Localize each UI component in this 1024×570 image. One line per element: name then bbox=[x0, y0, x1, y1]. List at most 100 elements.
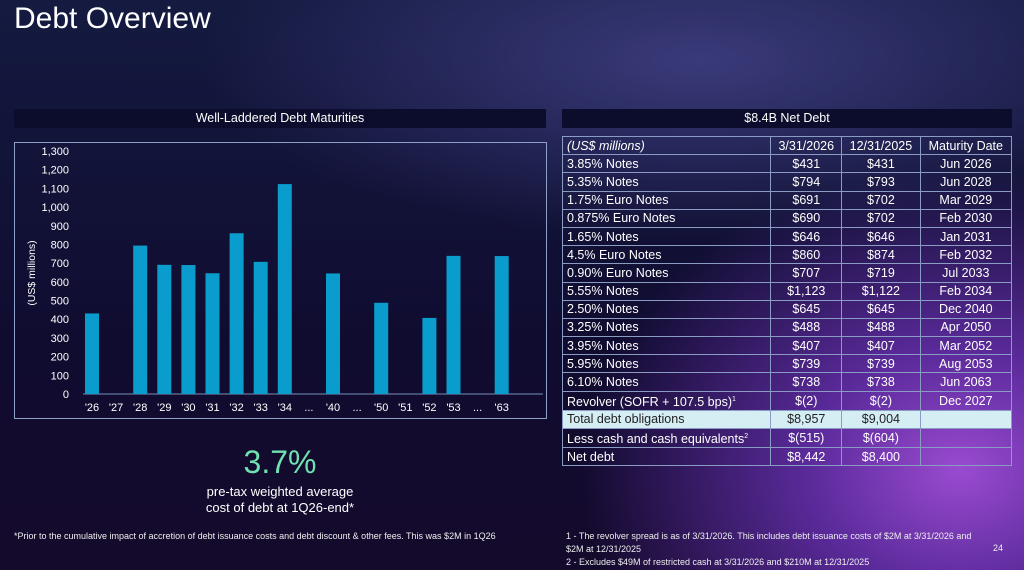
footnote-1: 1 - The revolver spread is as of 3/31/20… bbox=[566, 531, 972, 554]
table-row: 0.875% Euro Notes $690 $702 Feb 2030 bbox=[561, 208, 1013, 228]
maturity-date: Jan 2031 bbox=[919, 226, 1013, 247]
maturity-date: Feb 2032 bbox=[919, 245, 1013, 265]
maturity-date: Jul 2033 bbox=[919, 263, 1013, 283]
value-12-31-2025: $407 bbox=[841, 336, 921, 356]
table-row: 2.50% Notes $645 $645 Dec 2040 bbox=[561, 299, 1013, 319]
x-tick-label: '34 bbox=[278, 402, 292, 414]
maturity-date: Feb 2034 bbox=[919, 281, 1013, 301]
row-label: 4.5% Euro Notes bbox=[561, 245, 772, 265]
maturity-date bbox=[919, 447, 1013, 467]
row-label: Total debt obligations bbox=[561, 409, 772, 429]
value-12-31-2025: $702 bbox=[841, 208, 921, 228]
value-3-31-2026: $707 bbox=[770, 263, 843, 283]
table-header: $8.4B Net Debt bbox=[562, 109, 1012, 128]
table-row: 3.85% Notes $431 $431 Jun 2026 bbox=[561, 154, 1013, 174]
value-3-31-2026: $431 bbox=[770, 154, 843, 174]
row-label: 3.85% Notes bbox=[561, 154, 772, 174]
row-label: Less cash and cash equivalents2 bbox=[561, 427, 772, 449]
value-12-31-2025: $793 bbox=[841, 172, 921, 192]
row-label: 1.75% Euro Notes bbox=[561, 190, 772, 210]
y-tick-label: 1,000 bbox=[41, 202, 69, 214]
footnote-2: 2 - Excludes $49M of restricted cash at … bbox=[566, 557, 870, 567]
bar bbox=[253, 261, 268, 394]
value-3-31-2026: $(515) bbox=[770, 427, 843, 449]
header-row: (US$ millions) 3/31/2026 12/31/2025 Maturit… bbox=[561, 135, 1013, 156]
y-tick-label: 1,100 bbox=[41, 183, 69, 195]
row-label: 5.95% Notes bbox=[561, 354, 772, 374]
bar bbox=[85, 313, 99, 394]
maturity-date: Jun 2026 bbox=[919, 154, 1013, 174]
row-label: (US$ millions) bbox=[561, 135, 772, 156]
value-3-31-2026: $739 bbox=[770, 354, 843, 374]
row-label: 2.50% Notes bbox=[561, 299, 772, 319]
value-3-31-2026: $691 bbox=[770, 190, 843, 210]
value-12-31-2025: $738 bbox=[841, 372, 921, 392]
value-12-31-2025: $645 bbox=[841, 299, 921, 319]
x-tick-label: '30 bbox=[181, 402, 195, 414]
x-tick-label: ... bbox=[353, 402, 362, 414]
y-tick-label: 500 bbox=[51, 296, 69, 308]
value-12-31-2025: $702 bbox=[841, 190, 921, 210]
value-3-31-2026: $8,442 bbox=[770, 447, 843, 467]
table-row: 5.55% Notes $1,123 $1,122 Feb 2034 bbox=[561, 281, 1013, 301]
table-row: 4.5% Euro Notes $860 $874 Feb 2032 bbox=[561, 245, 1013, 265]
row-label: 0.90% Euro Notes bbox=[561, 263, 772, 283]
table-row: 6.10% Notes $738 $738 Jun 2063 bbox=[561, 372, 1013, 392]
table-row: 5.35% Notes $794 $793 Jun 2028 bbox=[561, 172, 1013, 192]
value-12-31-2025: 12/31/2025 bbox=[841, 135, 921, 156]
value-3-31-2026: $860 bbox=[770, 245, 843, 265]
y-tick-label: 100 bbox=[51, 370, 69, 382]
maturity-date: Dec 2027 bbox=[919, 390, 1013, 411]
x-tick-label: '31 bbox=[205, 402, 219, 414]
value-3-31-2026: $1,123 bbox=[770, 281, 843, 301]
value-3-31-2026: $738 bbox=[770, 372, 843, 392]
total-row: Total debt obligations $8,957 $9,004 bbox=[561, 409, 1013, 429]
value-3-31-2026: $(2) bbox=[770, 390, 843, 411]
value-12-31-2025: $646 bbox=[841, 226, 921, 247]
x-tick-label: '63 bbox=[495, 402, 509, 414]
value-12-31-2025: $874 bbox=[841, 245, 921, 265]
row-label: Revolver (SOFR + 107.5 bps)1 bbox=[561, 390, 772, 411]
page-title: Debt Overview bbox=[14, 2, 211, 35]
bar bbox=[205, 273, 220, 394]
table-row: 3.95% Notes $407 $407 Mar 2052 bbox=[561, 336, 1013, 356]
table-row: 3.25% Notes $488 $488 Apr 2050 bbox=[561, 317, 1013, 338]
bar bbox=[229, 233, 244, 394]
value-12-31-2025: $739 bbox=[841, 354, 921, 374]
y-tick-label: 400 bbox=[51, 314, 69, 326]
chart-svg: 0 100 200 300 400 500 600 700 800 900 1,000 1,100 1,… bbox=[26, 146, 543, 414]
cost-label-line-1: pre-tax weighted average bbox=[206, 484, 354, 499]
y-tick-label: 600 bbox=[51, 277, 69, 289]
maturity-date: Dec 2040 bbox=[919, 299, 1013, 319]
x-tick-label: '50 bbox=[374, 402, 388, 414]
x-tick-label: '51 bbox=[398, 402, 412, 414]
x-tick-label: ... bbox=[473, 402, 482, 414]
value-12-31-2025: $488 bbox=[841, 317, 921, 338]
x-tick-label: '52 bbox=[422, 402, 436, 414]
value-12-31-2025: $9,004 bbox=[841, 409, 921, 429]
value-3-31-2026: $794 bbox=[770, 172, 843, 192]
maturity-date bbox=[919, 409, 1013, 429]
value-3-31-2026: $8,957 bbox=[770, 409, 843, 429]
value-3-31-2026: 3/31/2026 bbox=[770, 135, 843, 156]
x-tick-label: '53 bbox=[446, 402, 460, 414]
value-3-31-2026: $488 bbox=[770, 317, 843, 338]
x-tick-label: '33 bbox=[254, 402, 268, 414]
row-label: Net debt bbox=[561, 447, 772, 467]
y-tick-label: 1,200 bbox=[41, 165, 69, 177]
bar bbox=[133, 245, 148, 394]
y-tick-label: 900 bbox=[51, 221, 69, 233]
value-12-31-2025: $(2) bbox=[841, 390, 921, 411]
chart-header: Well-Laddered Debt Maturities bbox=[14, 109, 546, 128]
x-tick-label: '26 bbox=[85, 402, 99, 414]
table-row: 0.90% Euro Notes $707 $719 Jul 2033 bbox=[561, 263, 1013, 283]
x-tick-label: '40 bbox=[326, 402, 340, 414]
row-label: 3.25% Notes bbox=[561, 317, 772, 338]
table-row: 1.75% Euro Notes $691 $702 Mar 2029 bbox=[561, 190, 1013, 210]
value-3-31-2026: $646 bbox=[770, 226, 843, 247]
maturity-date: Feb 2030 bbox=[919, 208, 1013, 228]
y-tick-label: 0 bbox=[63, 389, 69, 401]
y-tick-label: 300 bbox=[51, 333, 69, 345]
maturity-date: Jun 2063 bbox=[919, 372, 1013, 392]
row-label: 6.10% Notes bbox=[561, 372, 772, 392]
